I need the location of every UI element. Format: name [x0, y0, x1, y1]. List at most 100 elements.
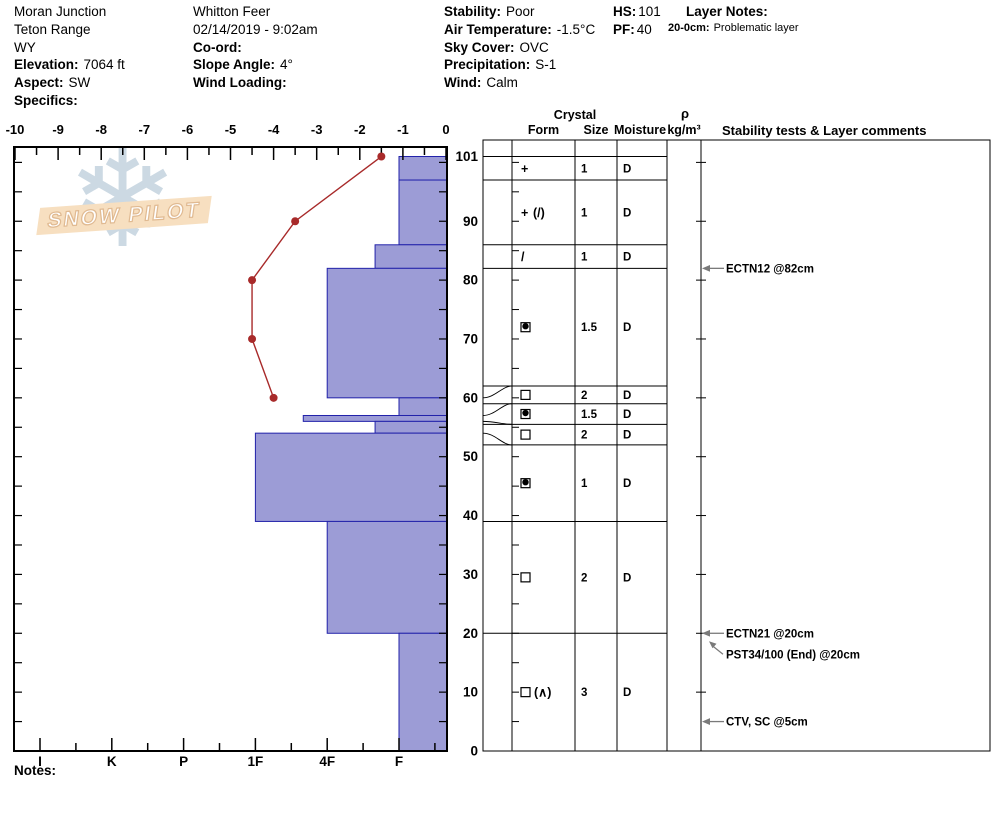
stability-test-label: ECTN12 @82cm: [726, 263, 814, 275]
site-info-block: Moran Junction Teton Range WY Elevation:…: [14, 4, 125, 111]
layer-notes-label: Layer Notes:: [686, 4, 768, 19]
temperature-point: [291, 217, 300, 226]
moisture-cell: D: [623, 409, 631, 421]
stability-test-arrowhead: [702, 718, 710, 725]
layer-note-range: 20-0cm:: [668, 22, 710, 34]
hs-value: 101: [638, 4, 661, 19]
observer-info-block: Whitton Feer 02/14/2019 - 9:02am Co-ord:…: [193, 4, 318, 93]
stability-test: ECTN12 @82cm: [702, 263, 814, 275]
row-leader-lines: [482, 385, 513, 446]
temperature-points: [248, 152, 386, 402]
size-cell: 2: [581, 430, 587, 442]
precip-value: S-1: [535, 57, 557, 73]
temperature-point: [248, 276, 257, 285]
temperature-axis-ticks: [14, 147, 447, 160]
density-unit-header: kg/m³: [667, 123, 701, 137]
slope-label: Slope Angle:: [193, 57, 276, 73]
sky-cover: Sky Cover: OVC: [444, 40, 595, 58]
depth-tick-label: 20: [463, 626, 478, 641]
totals-block: HS: 101 PF: 40: [613, 4, 661, 40]
precipitation: Precipitation: S-1: [444, 57, 595, 75]
observer-name: Whitton Feer: [193, 4, 271, 19]
stability-test: PST34/100 (End) @20cm: [709, 641, 860, 661]
temp-tick-label: -8: [95, 122, 107, 137]
stability: Stability: Poor: [444, 4, 595, 22]
size-cell: 2: [581, 572, 587, 584]
form-symbol: +: [521, 162, 528, 176]
facet-grain-icon: [520, 389, 531, 400]
site-state: WY: [14, 39, 36, 55]
crystal-table-cells: +1 D+ (/) 1 D/1 D1.5 D2 D1.5 D2 D1 D2 D(∧) 3 D: [520, 162, 631, 700]
precip-label: Precipitation:: [444, 57, 531, 73]
coords: Co-ord:: [193, 40, 318, 58]
coord-label: Co-ord:: [193, 39, 242, 55]
crystal-table-row: + (/) 1 D: [521, 206, 631, 220]
row-leader-line: [482, 420, 513, 425]
row-leader-line: [482, 432, 513, 446]
depth-tick-label: 80: [463, 273, 478, 288]
hardness-tick-label: K: [107, 754, 117, 769]
depth-tick-label: 30: [463, 567, 478, 582]
conditions-block: Stability: Poor Air Temperature: -1.5°C Sk…: [444, 4, 595, 93]
density-symbol-header: ρ: [680, 106, 690, 121]
temp-tick-label: -5: [225, 122, 237, 137]
temp-tick-label: -6: [182, 122, 194, 137]
stability-test-arrowhead: [702, 264, 710, 272]
crystal-table-row: +1 D: [521, 162, 631, 176]
wind-label: Wind:: [444, 75, 482, 91]
layer-notes-title-block: Layer Notes:: [686, 4, 768, 22]
pf-value: 40: [636, 21, 652, 37]
site-elevation: Elevation: 7064 ft: [14, 57, 125, 75]
size-cell: 1: [581, 207, 588, 219]
crystal-table-grid: [482, 139, 991, 752]
stability-test: CTV, SC @5cm: [702, 717, 808, 729]
wind: Wind: Calm: [444, 75, 595, 93]
layer-bar: [398, 397, 448, 416]
size-cell: 1.5: [581, 409, 598, 421]
fcxr-grain-dot: [522, 323, 529, 330]
size-cell: 2: [581, 390, 587, 402]
depth-tick-label: 60: [463, 390, 478, 405]
hardness-tick-label: P: [179, 754, 188, 769]
row-leader-line: [482, 403, 513, 416]
table-border: [482, 139, 991, 752]
crystal-group-header: Crystal: [553, 108, 597, 122]
depth-tick-label: 40: [463, 508, 478, 523]
stability-label: Stability:: [444, 4, 502, 19]
layer-bar: [326, 520, 448, 634]
site-name: Moran Junction: [14, 4, 107, 19]
form-symbol: (/): [533, 206, 545, 220]
hardness-axis-ticks: [39, 738, 436, 751]
depth-tick-label: 0: [470, 744, 478, 759]
size-cell: 1: [581, 163, 588, 175]
hardness-bars: [254, 156, 448, 752]
layer-bar: [374, 420, 448, 434]
stability-test-label: ECTN21 @20cm: [726, 628, 814, 640]
site-specifics: Specifics:: [14, 93, 125, 111]
air-temp-label: Air Temperature:: [444, 21, 552, 37]
layer-note-entry: 20-0cm: Problematic layer: [668, 22, 799, 40]
temperature-point: [248, 334, 257, 343]
aspect-value: SW: [68, 75, 91, 91]
stability-test: ECTN21 @20cm: [702, 628, 814, 640]
temp-tick-label: -3: [311, 122, 323, 137]
pf-label: PF:: [613, 21, 635, 37]
depth-axis-labels: 101 90 80 70 60 50 40 30 20 10 0: [455, 149, 478, 758]
stability-test-label: PST34/100 (End) @20cm: [726, 649, 860, 661]
hs-label: HS:: [613, 4, 637, 19]
stability-value: Poor: [506, 4, 535, 19]
moisture-cell: D: [623, 430, 631, 442]
temp-tick-label: -7: [139, 122, 151, 137]
moisture-cell: D: [623, 572, 631, 584]
air-temperature: Air Temperature: -1.5°C: [444, 22, 595, 40]
layer-bar: [398, 156, 448, 181]
depth-tick-label: 101: [455, 149, 478, 164]
site-range: Teton Range: [14, 21, 91, 37]
sky-value: OVC: [519, 39, 549, 55]
aspect-label: Aspect:: [14, 75, 64, 91]
stability-tests: ECTN12 @82cm ECTN21 @20cm PST34/100 (End) …: [702, 263, 860, 729]
